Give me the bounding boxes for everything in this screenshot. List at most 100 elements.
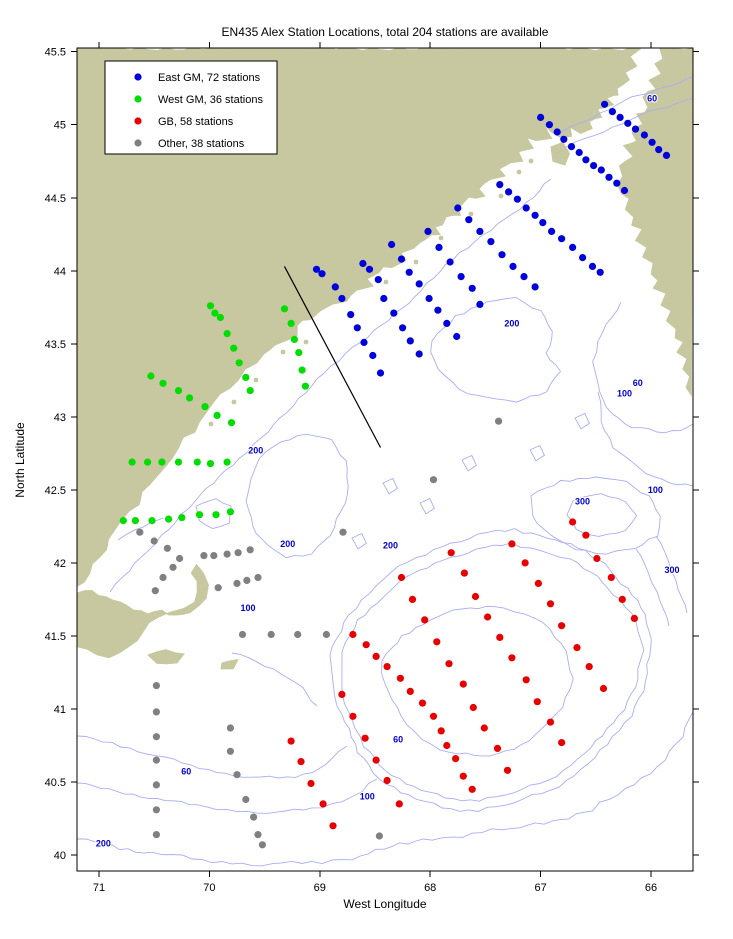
legend-marker-east-gm (134, 73, 142, 81)
station-dot-east-gm (513, 195, 522, 203)
depth-contour (655, 535, 688, 614)
station-dot-east-gm (531, 283, 539, 291)
station-dot-gb (618, 595, 626, 604)
station-dot-gb (593, 554, 601, 563)
legend-label-other: Other, 38 stations (158, 138, 245, 150)
station-dot-gb (546, 600, 555, 608)
legend-label-east-gm: East GM, 72 stations (158, 72, 261, 84)
station-dot-east-gm (443, 319, 451, 327)
station-dot-east-gm (655, 146, 663, 154)
station-dot-east-gm (487, 238, 495, 246)
station-dot-other (238, 630, 247, 639)
station-dot-west-gm (195, 511, 204, 519)
station-dot-other (150, 537, 158, 545)
station-dot-gb (445, 660, 453, 668)
station-dot-west-gm (201, 403, 209, 411)
station-dot-west-gm (290, 335, 298, 343)
station-dot-east-gm (331, 283, 339, 291)
legend-label-gb: GB, 58 stations (158, 116, 234, 128)
station-dot-gb (361, 734, 369, 742)
station-dot-gb (307, 779, 315, 788)
station-dot-gb (573, 644, 581, 652)
station-dot-west-gm (242, 373, 250, 381)
station-dot-gb (443, 741, 451, 750)
station-dot-east-gm (575, 148, 583, 157)
station-dot-east-gm (405, 268, 413, 276)
station-dot-west-gm (185, 394, 194, 402)
station-dot-gb (521, 559, 529, 567)
axes-box (76, 47, 694, 872)
station-dot-east-gm (434, 306, 442, 314)
tick-label: 45.5 (45, 47, 66, 59)
station-dot-gb (630, 614, 639, 623)
station-dot-east-gm (531, 211, 539, 219)
station-dot-gb (585, 663, 593, 671)
tick-label: 67 (534, 882, 546, 894)
tick-label: 42.5 (45, 485, 66, 497)
tick-label: 40 (54, 850, 66, 862)
station-dot-gb (429, 712, 438, 720)
station-dot-east-gm (453, 332, 461, 341)
depth-contour (574, 412, 590, 430)
contour-depth-label: 300 (664, 565, 679, 575)
station-dot-other (495, 417, 503, 425)
station-dot-east-gm (620, 186, 629, 195)
station-dot-gb (397, 573, 406, 582)
x-axis-label: West Longitude (343, 897, 426, 911)
small-island (528, 158, 534, 164)
station-dot-gb (447, 549, 455, 557)
station-dot-west-gm (131, 517, 139, 525)
station-dot-other (250, 813, 258, 821)
station-dot-gb (437, 727, 445, 735)
station-dot-gb (496, 633, 504, 642)
station-dot-gb (484, 613, 492, 621)
station-dot-gb (607, 573, 615, 582)
station-dot-east-gm (390, 309, 398, 317)
station-dot-gb (406, 687, 414, 696)
station-dot-west-gm (230, 344, 238, 352)
depth-contour (419, 497, 435, 515)
station-dot-gb (569, 518, 577, 526)
station-dot-east-gm (415, 350, 423, 358)
depth-contour (77, 735, 348, 779)
station-dot-east-gm (365, 265, 374, 273)
station-dot-west-gm (287, 319, 295, 327)
legend-marker-gb (134, 117, 142, 125)
station-dot-west-gm (211, 309, 219, 317)
station-dot-east-gm (353, 324, 361, 332)
small-island (208, 421, 214, 427)
contour-depth-label: 60 (393, 735, 403, 745)
depth-contour (329, 528, 652, 812)
tick-label: 66 (645, 882, 657, 894)
small-island (342, 237, 348, 243)
nova-scotia (617, 48, 693, 397)
depth-contour (117, 517, 164, 541)
contour-depth-label: 60 (633, 378, 643, 388)
station-dot-other (258, 841, 266, 849)
small-island (324, 249, 330, 255)
small-island (303, 339, 309, 345)
station-dot-east-gm (560, 135, 568, 143)
station-dot-gb (418, 699, 427, 707)
station-dot-east-gm (496, 181, 504, 189)
station-dot-gb (338, 690, 346, 699)
station-dot-gb (329, 822, 337, 830)
station-dot-gb (582, 531, 590, 539)
depth-contour (351, 532, 367, 550)
axis-tick-labels: 71 70 69 68 67 66 45.5 45 44.5 44 43.5 43 42.5 42 41.5… (45, 47, 658, 894)
depth-contour (461, 454, 477, 472)
tick-label: 68 (424, 882, 436, 894)
station-dot-east-gm (597, 166, 605, 174)
station-dot-gb (408, 595, 417, 604)
legend: East GM, 72 stations West GM, 36 station… (104, 60, 278, 155)
station-dot-other (375, 832, 383, 840)
station-dot-east-gm (616, 113, 624, 121)
small-island (307, 243, 313, 249)
legend-label-west-gm: West GM, 36 stations (158, 94, 263, 106)
station-dot-east-gm (505, 188, 513, 196)
station-dot-east-gm (397, 255, 406, 263)
station-dot-east-gm (360, 338, 368, 346)
station-dot-gb (372, 652, 380, 661)
cape-cod (77, 563, 209, 659)
